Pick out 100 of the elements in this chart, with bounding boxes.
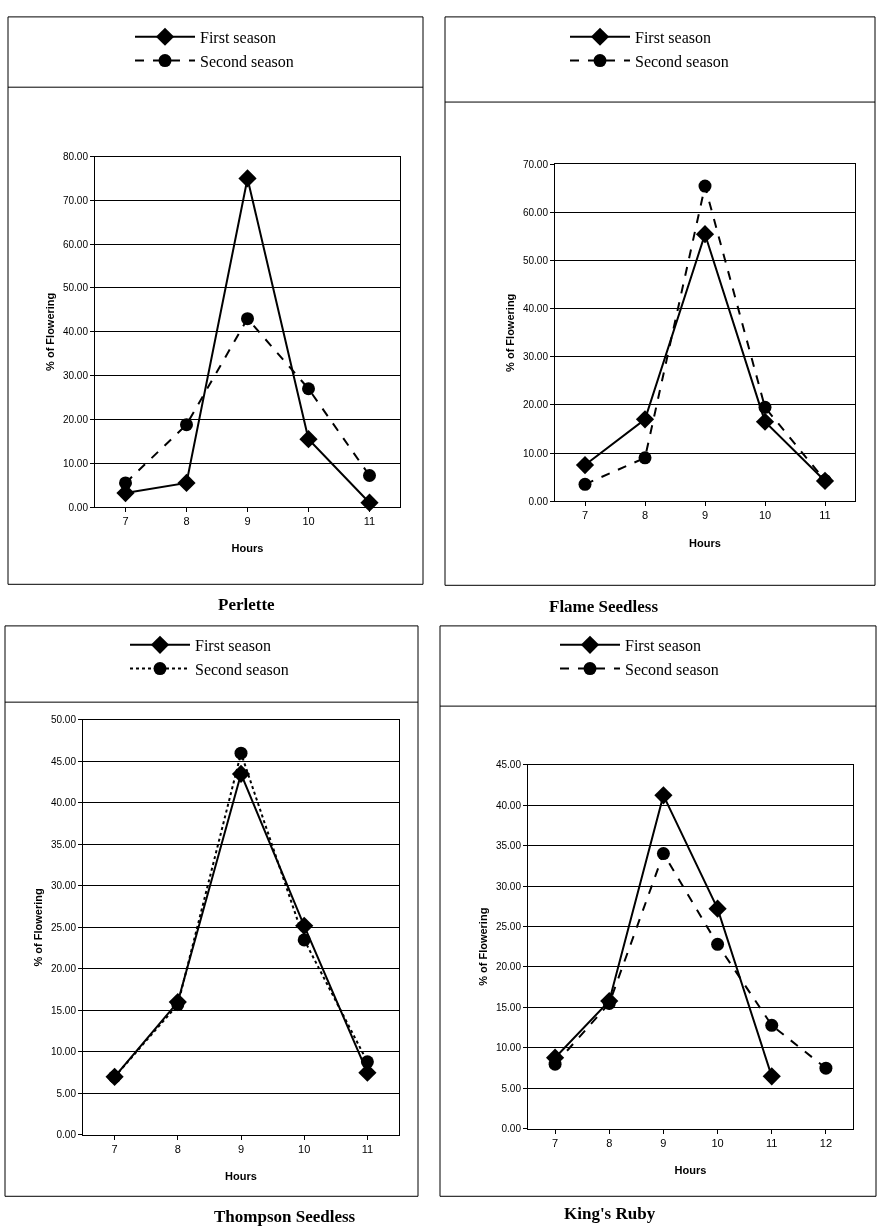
x-tick-label: 8 (183, 515, 190, 528)
point (234, 746, 248, 760)
x-axis-title: Hours (674, 1164, 707, 1177)
point (119, 476, 132, 490)
y-tick-label: 60.00 (522, 207, 549, 219)
legend-label: First season (635, 29, 711, 46)
point (360, 493, 379, 512)
point (299, 430, 318, 449)
y-tick-label: 45.00 (50, 755, 77, 767)
y-tick-label: 5.00 (501, 1082, 522, 1094)
legend-label: First season (625, 637, 701, 655)
y-tick-label: 30.00 (50, 880, 77, 892)
point (231, 764, 251, 784)
point (765, 1018, 779, 1032)
y-tick-label: 70.00 (522, 158, 549, 170)
y-tick-label: 20.00 (62, 413, 89, 425)
point (755, 412, 775, 431)
x-tick-label: 9 (244, 515, 251, 528)
x-tick-label: 8 (606, 1137, 613, 1150)
x-tick-label: 11 (766, 1137, 778, 1150)
y-tick-label: 30.00 (522, 351, 549, 363)
y-axis-title: % of Flowering (31, 888, 44, 967)
y-tick-label: 15.00 (495, 1001, 522, 1013)
y-tick-label: 80.00 (62, 151, 89, 163)
point (578, 477, 592, 491)
y-tick-label: 40.00 (495, 799, 522, 811)
point (695, 225, 715, 244)
x-tick-label: 12 (819, 1137, 833, 1150)
y-tick-label: 40.00 (50, 797, 77, 809)
point (635, 410, 655, 429)
x-tick-label: 11 (361, 1143, 374, 1156)
point (638, 451, 652, 465)
x-axis-title: Hours (689, 536, 721, 549)
y-tick-label: 0.00 (68, 501, 89, 513)
y-tick-label: 30.00 (495, 880, 522, 892)
y-tick-label: 40.00 (522, 303, 549, 315)
x-tick-label: 10 (758, 509, 772, 522)
legend-label: Second season (625, 660, 719, 678)
legend-label: First season (200, 29, 276, 46)
point (654, 786, 673, 805)
legend-label: Second season (195, 660, 289, 678)
text: Flame Seedless (549, 597, 659, 616)
y-tick-label: 45.00 (495, 759, 522, 771)
y-tick-label: 35.00 (50, 838, 77, 850)
point (302, 382, 315, 396)
y-axis-title: % of Flowering (43, 292, 56, 371)
x-axis-title: Hours (225, 1170, 257, 1183)
x-tick-label: 9 (660, 1137, 667, 1150)
point (238, 169, 257, 188)
point (360, 1055, 374, 1069)
y-tick-label: 40.00 (62, 326, 89, 338)
point (241, 312, 254, 326)
y-tick-label: 0.00 (528, 495, 549, 507)
x-axis-title: Hours (231, 542, 264, 555)
x-tick-label: 10 (298, 1143, 311, 1156)
x-tick-label: 7 (581, 509, 589, 522)
y-tick-label: 25.00 (50, 921, 77, 933)
point (656, 847, 670, 861)
y-tick-label: 25.00 (495, 921, 522, 932)
y-axis-title: % of Flowering (503, 293, 516, 372)
y-tick-label: 10.00 (522, 447, 549, 459)
point (363, 469, 376, 483)
y-tick-label: 20.00 (495, 961, 522, 973)
x-tick-label: 7 (111, 1143, 118, 1156)
text: Perlette (218, 595, 276, 614)
point (180, 418, 193, 432)
x-tick-label: 9 (237, 1143, 245, 1156)
x-tick-label: 11 (819, 509, 831, 522)
y-axis-title: % of Flowering (476, 907, 489, 986)
x-tick-label: 11 (363, 515, 376, 528)
y-tick-label: 20.00 (50, 963, 77, 975)
y-tick-label: 15.00 (50, 1004, 77, 1016)
x-tick-label: 8 (174, 1143, 181, 1156)
y-tick-label: 10.00 (62, 457, 89, 469)
y-tick-label: 0.00 (56, 1129, 77, 1141)
point (297, 933, 311, 947)
y-tick-label: 35.00 (495, 840, 522, 852)
text: King's Ruby (564, 1204, 656, 1223)
y-tick-label: 70.00 (62, 194, 89, 206)
point (708, 899, 727, 918)
point (819, 1061, 833, 1075)
y-tick-label: 10.00 (495, 1042, 522, 1054)
y-tick-label: 50.00 (522, 255, 549, 267)
x-tick-label: 10 (711, 1137, 724, 1150)
x-tick-label: 10 (302, 515, 315, 528)
legend-label: Second season (200, 52, 294, 70)
point (575, 455, 595, 475)
point (758, 400, 772, 414)
y-tick-label: 5.00 (56, 1087, 77, 1099)
legend-label: Second season (635, 52, 729, 70)
text: Thompson Seedless (214, 1207, 356, 1226)
y-tick-label: 50.00 (62, 282, 89, 294)
y-tick-label: 20.00 (522, 399, 549, 411)
y-tick-label: 10.00 (50, 1046, 77, 1058)
point (295, 916, 314, 935)
point (177, 473, 196, 493)
point (762, 1067, 781, 1086)
x-tick-label: 7 (552, 1137, 559, 1150)
y-tick-label: 0.00 (501, 1123, 522, 1135)
x-tick-label: 7 (122, 515, 129, 528)
